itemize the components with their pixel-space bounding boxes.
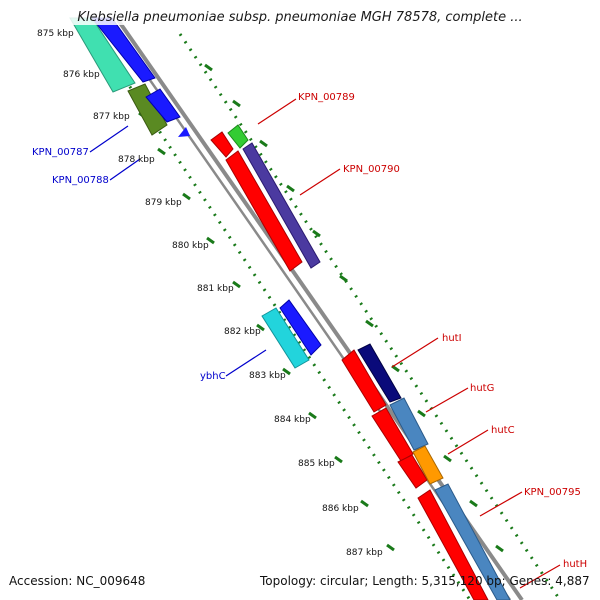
gene-hutc-block[interactable] bbox=[412, 445, 444, 485]
gene-kpn-00795-red-block[interactable] bbox=[417, 489, 489, 600]
forward-gene-labels: KPN_00789 KPN_00790 hutI hutG hutC KPN_0… bbox=[298, 92, 587, 570]
tick-label-878: 878 kbp bbox=[118, 155, 155, 165]
gene-huti-block[interactable] bbox=[357, 343, 402, 403]
gene-kpn-00789-block[interactable] bbox=[227, 124, 249, 149]
gene-kpn-00795-block[interactable] bbox=[434, 483, 511, 600]
gene-ybhc-block[interactable] bbox=[261, 307, 310, 369]
gene-label-kpn-00790[interactable]: KPN_00790 bbox=[343, 164, 400, 175]
tick-label-885: 885 kbp bbox=[298, 459, 335, 469]
tick-label-877: 877 kbp bbox=[93, 112, 130, 122]
gene-ybhc-blue-block[interactable] bbox=[279, 299, 322, 356]
tick-label-880: 880 kbp bbox=[172, 241, 209, 251]
gene-label-huth[interactable]: hutH bbox=[563, 559, 587, 570]
kbp-tick-labels: 875 kbp 876 kbp 877 kbp 878 kbp 879 kbp … bbox=[37, 29, 383, 558]
gene-label-hutc[interactable]: hutC bbox=[491, 425, 515, 436]
label-leader-lines bbox=[89, 98, 561, 589]
gene-huti-red-block[interactable] bbox=[341, 349, 387, 413]
tick-label-883: 883 kbp bbox=[249, 371, 286, 381]
outer-tick-guide-line bbox=[178, 33, 562, 600]
tick-label-875: 875 kbp bbox=[37, 29, 74, 39]
gene-kpn-00790-red-block[interactable] bbox=[225, 150, 303, 272]
map-title: Klebsiella pneumoniae subsp. pneumoniae … bbox=[0, 10, 600, 25]
gene-kpn-00790-block[interactable] bbox=[242, 142, 321, 269]
gene-reverse-small-triangle[interactable] bbox=[178, 127, 190, 137]
tick-label-886: 886 kbp bbox=[322, 504, 359, 514]
outer-guide-tick-marks bbox=[204, 63, 504, 553]
tick-label-882: 882 kbp bbox=[224, 327, 261, 337]
tick-label-884: 884 kbp bbox=[274, 415, 311, 425]
reverse-gene-labels: KPN_00787 KPN_00788 ybhC bbox=[32, 147, 226, 382]
gene-label-ybhc[interactable]: ybhC bbox=[200, 371, 226, 382]
gene-hutg-block[interactable] bbox=[389, 397, 429, 451]
gene-label-huti[interactable]: hutI bbox=[442, 333, 462, 344]
accession-label: Accession: NC_009648 bbox=[9, 574, 146, 588]
tick-label-879: 879 kbp bbox=[145, 198, 182, 208]
gene-reverse-blue-block[interactable] bbox=[145, 88, 181, 123]
gene-hutg-red-block[interactable] bbox=[371, 407, 414, 462]
gene-label-hutg[interactable]: hutG bbox=[470, 383, 494, 394]
gene-label-kpn-00789[interactable]: KPN_00789 bbox=[298, 92, 355, 103]
gene-hutc-red-block[interactable] bbox=[397, 454, 428, 489]
gene-label-kpn-00787[interactable]: KPN_00787 bbox=[32, 147, 89, 158]
inner-guide-tick-marks bbox=[112, 68, 395, 552]
gene-forward-red-small[interactable] bbox=[210, 131, 234, 158]
gene-kpn-00788-block[interactable] bbox=[127, 83, 168, 136]
tick-label-887: 887 kbp bbox=[346, 548, 383, 558]
genome-summary-label: Topology: circular; Length: 5,315,120 bp… bbox=[260, 574, 590, 588]
gene-label-kpn-00795[interactable]: KPN_00795 bbox=[524, 487, 581, 498]
tick-label-876: 876 kbp bbox=[63, 70, 100, 80]
tick-label-881: 881 kbp bbox=[197, 284, 234, 294]
gene-label-kpn-00788[interactable]: KPN_00788 bbox=[52, 175, 109, 186]
